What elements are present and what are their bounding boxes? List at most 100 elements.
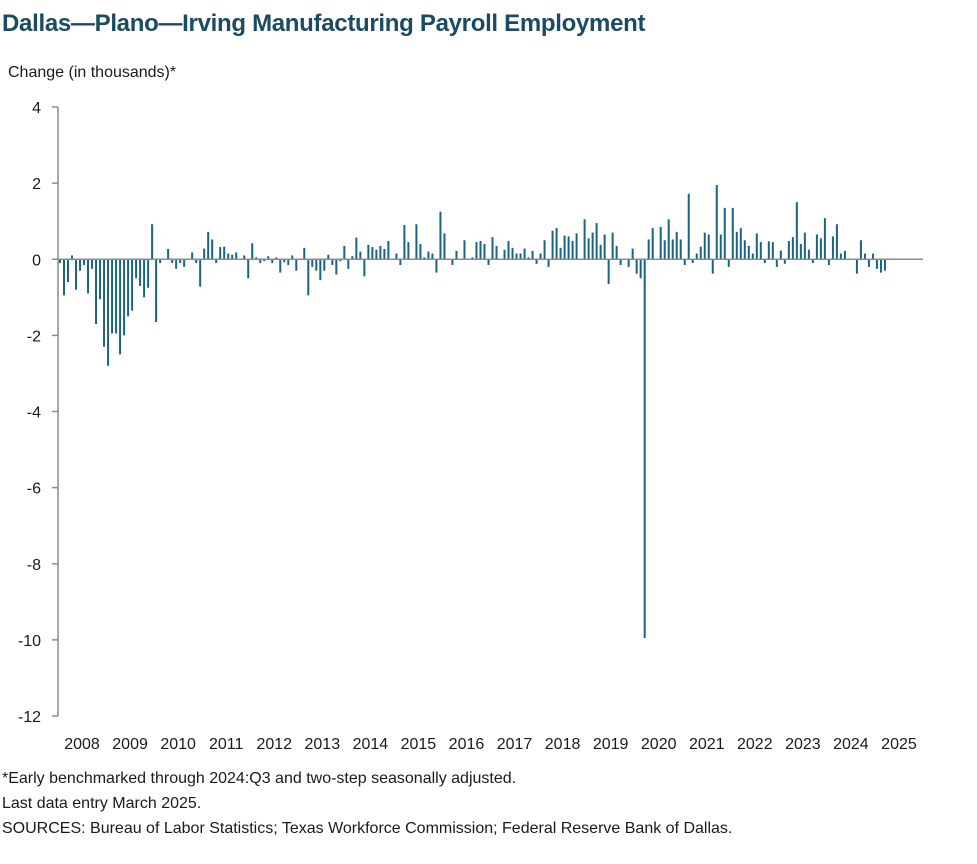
bar	[423, 257, 426, 260]
bar	[699, 246, 702, 260]
bar	[707, 234, 710, 260]
bar	[199, 259, 202, 287]
bar	[675, 231, 678, 260]
bar	[175, 259, 178, 269]
bar	[807, 249, 810, 260]
bar	[571, 240, 574, 260]
x-tick-label: 2015	[401, 736, 437, 753]
bar	[639, 259, 642, 279]
bar	[395, 253, 398, 260]
bar	[587, 238, 590, 260]
bar	[379, 245, 382, 260]
bar	[879, 259, 882, 273]
bar	[235, 252, 238, 260]
bar	[747, 245, 750, 260]
bar	[739, 228, 742, 260]
bar	[167, 248, 170, 260]
y-tick-label: -8	[27, 557, 41, 574]
bar	[399, 259, 402, 265]
bar	[283, 259, 286, 263]
bar	[135, 259, 138, 279]
x-tick-label: 2024	[833, 736, 869, 753]
bar	[711, 259, 714, 274]
bar	[311, 259, 314, 267]
y-tick-label: -2	[27, 328, 41, 345]
footnote-benchmark: *Early benchmarked through 2024:Q3 and t…	[2, 770, 517, 787]
bar	[519, 253, 522, 260]
bar	[75, 259, 78, 290]
bar	[643, 259, 646, 638]
bar	[123, 259, 126, 336]
bar	[331, 259, 334, 265]
bar	[599, 244, 602, 260]
x-tick-label: 2008	[64, 736, 100, 753]
bar	[759, 242, 762, 260]
bar	[111, 259, 114, 334]
bar	[783, 259, 786, 264]
bar	[603, 234, 606, 260]
bar	[487, 259, 490, 265]
bar-series	[59, 185, 886, 638]
bar	[723, 207, 726, 260]
bar	[559, 247, 562, 260]
x-tick-label: 2013	[305, 736, 341, 753]
bar	[295, 259, 298, 271]
bar	[339, 259, 342, 262]
bar	[687, 193, 690, 260]
bar	[531, 250, 534, 260]
bar	[839, 253, 842, 260]
x-tick-label: 2025	[881, 736, 917, 753]
bar	[263, 259, 266, 262]
bar	[815, 234, 818, 260]
bar	[287, 259, 290, 265]
bar	[791, 237, 794, 260]
bar	[479, 240, 482, 260]
bar	[635, 259, 638, 274]
bar	[291, 255, 294, 260]
y-tick-label: -6	[27, 481, 41, 498]
bar	[883, 259, 886, 271]
bar	[211, 239, 214, 260]
x-tick-label: 2011	[209, 736, 244, 753]
bar	[731, 207, 734, 260]
bar	[515, 253, 518, 260]
bar	[451, 259, 454, 265]
bar	[359, 251, 362, 260]
bar	[63, 259, 66, 296]
bar	[259, 259, 262, 264]
bar	[203, 248, 206, 260]
y-tick-label: -10	[18, 633, 41, 650]
bar	[403, 224, 406, 260]
bar	[219, 247, 222, 260]
bar	[231, 254, 234, 260]
bar	[67, 259, 70, 283]
bar	[319, 259, 322, 281]
bar	[591, 232, 594, 260]
x-axis-ticks: 2008 2009 2010 2011 2012 2013 2014 2015 2016 2017…	[64, 736, 917, 753]
bar	[343, 245, 346, 260]
bar	[671, 239, 674, 260]
bar	[735, 231, 738, 260]
bar	[511, 247, 514, 260]
bar	[547, 259, 550, 267]
bar	[323, 259, 326, 271]
bar	[551, 230, 554, 260]
bar	[431, 253, 434, 260]
bar	[667, 219, 670, 260]
bar	[139, 259, 142, 286]
bar	[427, 251, 430, 260]
bar	[83, 259, 86, 265]
y-tick-label: -4	[27, 405, 41, 422]
bar	[819, 238, 822, 260]
bar	[831, 236, 834, 260]
bar	[227, 253, 230, 260]
bar	[131, 259, 134, 311]
bar	[419, 244, 422, 260]
x-tick-label: 2019	[593, 736, 629, 753]
bar	[107, 259, 110, 366]
x-tick-label: 2016	[449, 736, 485, 753]
bar	[863, 253, 866, 260]
y-axis-label: Change (in thousands)*	[8, 64, 177, 81]
bar	[575, 233, 578, 260]
bar	[535, 259, 538, 264]
